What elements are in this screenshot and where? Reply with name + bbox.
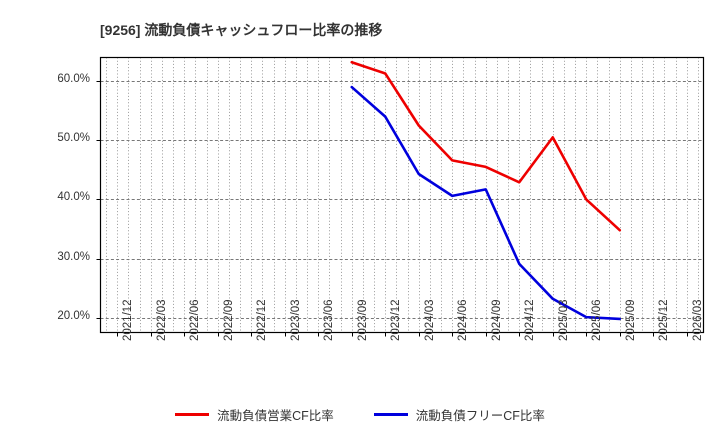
x-axis-tick-label: 2024/09 [490,298,503,341]
legend-label-operating-cf: 流動負債営業CF比率 [217,409,334,423]
legend-item-operating-cf[interactable]: 流動負債営業CF比率 [175,405,334,424]
legend-label-free-cf: 流動負債フリーCF比率 [415,409,545,423]
chart-legend: 流動負債営業CF比率 流動負債フリーCF比率 [0,405,720,424]
x-axis-tick-label: 2023/03 [289,298,302,341]
legend-swatch-free-cf [373,413,408,416]
x-axis-tick-label: 2024/03 [423,298,436,341]
x-axis-tick-label: 2023/06 [323,298,336,341]
y-axis-tick-label: 30.0% [57,250,90,263]
x-axis-tick-label: 2023/09 [356,298,369,341]
axis-frame [99,56,705,334]
x-axis-tick-label: 2022/12 [256,298,269,341]
x-axis-tick-label: 2022/06 [189,298,202,341]
x-axis-tick-label: 2022/03 [155,298,168,341]
x-axis-tick-label: 2025/03 [557,298,570,341]
x-axis-tick-label: 2026/03 [691,298,704,341]
series-line-free-cf [350,85,622,321]
x-axis-tick-label: 2024/06 [457,298,470,341]
x-axis-tick-label: 2022/09 [222,298,235,341]
x-axis-tick-label: 2024/12 [524,298,537,341]
y-axis-tick-label: 40.0% [57,191,90,204]
x-axis-tick-label: 2021/12 [122,298,135,341]
x-axis-tick-label: 2025/06 [591,298,604,341]
x-axis-tick-label: 2025/09 [624,298,637,341]
axis-tick-marks [96,81,688,337]
legend-item-free-cf[interactable]: 流動負債フリーCF比率 [373,405,545,424]
y-axis-tick-label: 20.0% [57,309,90,322]
series-line-operating-cf [350,60,622,232]
legend-swatch-operating-cf [175,413,210,416]
data-series-lines [350,60,622,321]
x-axis-tick-label: 2025/12 [658,298,671,341]
x-axis-tick-label: 2023/12 [390,298,403,341]
chart-title: [9256] 流動負債キャッシュフロー比率の推移 [100,22,383,38]
grid-lines [100,57,704,333]
y-axis-tick-label: 60.0% [57,73,90,86]
y-axis-tick-label: 50.0% [57,132,90,145]
